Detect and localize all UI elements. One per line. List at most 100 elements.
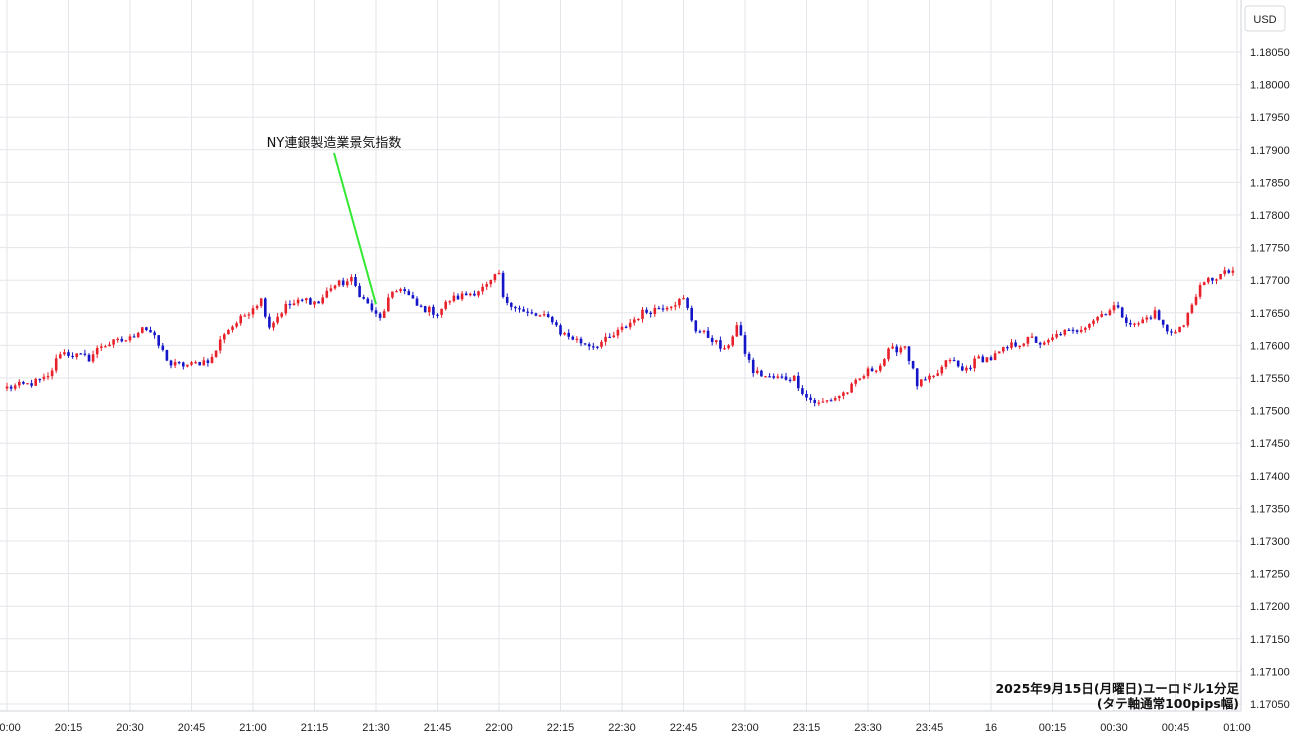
candle xyxy=(54,354,58,374)
candle-body xyxy=(1186,312,1190,326)
candle xyxy=(633,316,636,326)
candle xyxy=(801,385,804,396)
candle xyxy=(559,323,562,337)
x-tick-label: 22:30 xyxy=(608,722,636,734)
candle-body xyxy=(112,339,115,345)
candle-body xyxy=(710,337,714,343)
candle-body xyxy=(1026,336,1030,344)
candle xyxy=(456,293,460,300)
candle xyxy=(727,344,730,350)
candle-body xyxy=(198,362,201,366)
candle xyxy=(190,361,193,367)
candle xyxy=(87,353,91,362)
candle xyxy=(792,375,796,381)
candle xyxy=(300,298,304,303)
candle-body xyxy=(768,376,771,378)
candle xyxy=(1215,278,1218,284)
candle-body xyxy=(633,319,636,323)
candle-body xyxy=(26,383,29,385)
candle xyxy=(428,305,431,316)
candle-body xyxy=(977,356,980,359)
candle xyxy=(653,304,657,317)
candle xyxy=(1022,342,1026,347)
candle-body xyxy=(940,366,944,374)
candle xyxy=(255,304,259,311)
x-tick-label: 23:15 xyxy=(793,722,821,734)
candle xyxy=(350,274,353,285)
candle xyxy=(477,290,480,298)
candle-body xyxy=(428,306,431,313)
candle xyxy=(194,360,197,364)
candle xyxy=(411,291,415,299)
candle xyxy=(1137,321,1140,327)
candle-body xyxy=(1006,347,1009,349)
candle-body xyxy=(899,347,903,353)
candle xyxy=(669,306,673,311)
x-tick-label: 20:30 xyxy=(116,722,144,734)
x-tick-label: 01:00 xyxy=(1223,722,1251,734)
x-tick-label: 23:00 xyxy=(731,722,759,734)
candle-body xyxy=(866,368,870,377)
candle xyxy=(1014,339,1017,348)
candle xyxy=(1006,345,1009,351)
candle xyxy=(546,311,550,318)
candle xyxy=(649,311,652,318)
candle xyxy=(419,304,423,308)
candle-body xyxy=(780,376,784,378)
candle-body xyxy=(551,316,554,323)
candle-body xyxy=(440,308,443,315)
candle-body xyxy=(423,306,427,313)
candle xyxy=(501,270,505,299)
candle-body xyxy=(255,305,259,309)
candle xyxy=(13,383,17,391)
candle-body xyxy=(669,306,673,308)
candle-body xyxy=(1055,334,1058,338)
currency-box[interactable] xyxy=(1244,5,1286,32)
candle xyxy=(756,367,759,375)
candle xyxy=(284,300,288,316)
candle-body xyxy=(54,358,58,371)
candle-body xyxy=(177,362,181,364)
candle xyxy=(538,314,542,318)
candle xyxy=(415,296,419,306)
candle xyxy=(83,349,87,357)
x-tick-label: 23:45 xyxy=(916,722,944,734)
candle-body xyxy=(542,314,546,316)
candle xyxy=(887,347,890,362)
candle xyxy=(362,294,365,300)
candle-body xyxy=(247,314,251,316)
candle xyxy=(67,349,70,358)
candle-body xyxy=(292,303,296,306)
candle xyxy=(604,332,607,346)
candle-body xyxy=(18,381,21,386)
candle xyxy=(59,351,62,359)
candle-body xyxy=(186,364,189,367)
candle-body xyxy=(1153,310,1157,319)
candle xyxy=(1010,339,1013,350)
currency-unit-label: USD xyxy=(1253,14,1276,26)
candle xyxy=(575,336,579,343)
annotation-label: NY連銀製造業景気指数 xyxy=(267,135,402,151)
candle-body xyxy=(165,349,169,361)
candle xyxy=(883,357,886,367)
candle xyxy=(268,313,271,330)
candle xyxy=(95,345,99,359)
candle-body xyxy=(1071,329,1075,332)
candle-body xyxy=(264,298,267,317)
candle xyxy=(1227,268,1231,274)
candle-body xyxy=(690,307,693,321)
candle xyxy=(214,350,218,358)
candle-body xyxy=(883,359,886,366)
candle-body xyxy=(481,286,484,292)
candle-body xyxy=(1198,285,1202,297)
candle-body xyxy=(243,315,247,317)
candle xyxy=(1100,310,1103,318)
candle xyxy=(768,373,771,378)
candle-body xyxy=(460,293,464,300)
candle xyxy=(784,372,788,381)
candle-body xyxy=(825,400,829,402)
candle-body xyxy=(63,352,66,355)
candle-body xyxy=(739,325,743,336)
candle xyxy=(710,335,714,346)
candle xyxy=(239,313,242,326)
